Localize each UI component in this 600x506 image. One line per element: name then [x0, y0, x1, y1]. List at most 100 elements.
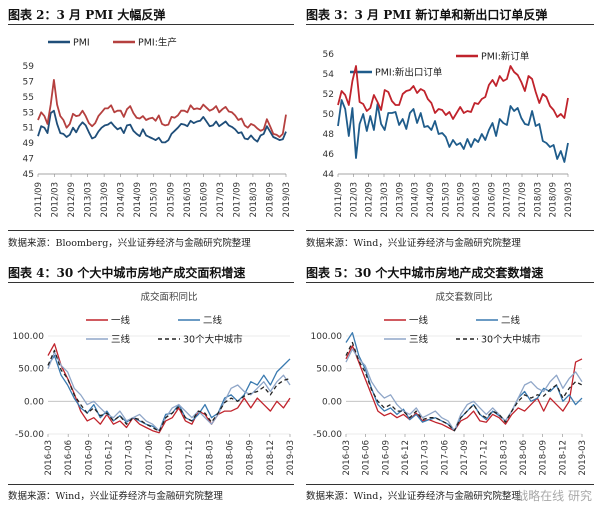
- x-tick-label: 2016/03: [183, 182, 193, 217]
- legend-label: 一线: [111, 315, 131, 327]
- y-tick-label: 46: [323, 150, 335, 160]
- x-tick-label: 2014/03: [117, 182, 127, 217]
- chart-pmi: 45 47 49 51 53 55 57 59 2011/09 2012/03 2012/09 201…: [23, 37, 292, 218]
- x-tick-label: 2016-03: [342, 440, 352, 476]
- x-tick-label: 2017/09: [232, 182, 242, 217]
- y-tick-label: 52: [323, 90, 334, 100]
- x-tick-label: 2013/09: [100, 182, 110, 217]
- y-tick-label: 50: [323, 110, 335, 120]
- x-tick-label: 2015/09: [166, 182, 176, 217]
- chart-source: 数据来源：Wind，兴业证券经济与金融研究院整理: [8, 491, 223, 502]
- panel-units-growth: 图表 5：30 个大中城市房地产成交套数增速 成交套数同比 -50.00 0.00 5…: [306, 262, 594, 506]
- y-tick-label: 44: [323, 170, 335, 180]
- x-tick-label: 2016-12: [105, 440, 115, 476]
- x-tick-label: 2018-09: [539, 440, 549, 476]
- source-rule: [306, 484, 594, 485]
- x-tick-label: 2018-09: [246, 440, 256, 476]
- y-tick-label: 55: [23, 93, 34, 103]
- x-tick-label: 2018-12: [266, 440, 276, 476]
- x-tick-label: 2017-12: [185, 440, 195, 476]
- series-line-1: [345, 332, 583, 432]
- x-tick-label: 2018-06: [519, 440, 529, 476]
- series-line-0: [37, 109, 287, 144]
- x-tick-label: 2011/09: [34, 182, 44, 217]
- chart-title: 图表 5：30 个大中城市房地产成交套数增速: [306, 266, 544, 280]
- x-tick-label: 2014/09: [426, 182, 436, 217]
- y-tick-label: 47: [23, 155, 34, 165]
- x-tick-label: 2019/03: [564, 182, 574, 217]
- y-tick-label: 0.00: [24, 397, 44, 407]
- y-tick-label: -50.00: [313, 430, 342, 440]
- x-tick-label: 2012/03: [51, 182, 61, 217]
- x-tick-label: 2013/03: [380, 182, 390, 217]
- y-tick-label: 51: [23, 124, 34, 134]
- y-tick-label: 54: [323, 70, 335, 80]
- chart-source: 数据来源：Wind，兴业证券经济与金融研究院整理: [306, 238, 521, 249]
- panel-new-orders: 图表 3：3 月 PMI 新订单和新出口订单反弹 44 46 48 50 52 54 56 2…: [306, 4, 594, 250]
- legend-label: 一线: [409, 315, 429, 327]
- legend-label: PMI: [73, 38, 90, 49]
- x-tick-label: 2017-06: [440, 440, 450, 476]
- y-tick-label: 49: [23, 139, 35, 149]
- title-rule: [8, 24, 294, 25]
- source-rule: [8, 484, 294, 485]
- series-line-0: [345, 345, 583, 432]
- x-tick-label: 2015/09: [457, 182, 467, 217]
- x-tick-label: 2016/03: [472, 182, 482, 217]
- series-line-3: [47, 349, 291, 433]
- legend-label: 二线: [203, 315, 223, 327]
- y-tick-label: -50.00: [15, 430, 44, 440]
- x-tick-label: 2018-12: [558, 440, 568, 476]
- y-tick-label: 59: [23, 62, 35, 72]
- legend-label: PMI:生产: [138, 37, 177, 49]
- x-tick-label: 2016-03: [44, 440, 54, 476]
- legend-label: 三线: [409, 334, 429, 346]
- x-tick-label: 2017/03: [503, 182, 513, 217]
- watermark-text: 战略在线 研究: [516, 489, 592, 503]
- series-line-0: [337, 99, 569, 163]
- x-tick-label: 2017/09: [518, 182, 528, 217]
- series-line-0: [47, 343, 291, 434]
- y-tick-label: 48: [323, 130, 335, 140]
- legend-label: 30个大中城市: [183, 334, 243, 346]
- chart-units-growth: 成交套数同比 -50.00 0.00 50.00 100.00 2016-03 2016-0…: [311, 291, 589, 476]
- chart-title: 图表 4：30 个大中城市房地产成交面积增速: [8, 266, 246, 280]
- y-tick-label: 57: [23, 77, 34, 87]
- x-tick-label: 2018/03: [533, 182, 543, 217]
- legend-label: 二线: [501, 315, 521, 327]
- y-tick-label: 50.00: [18, 365, 44, 375]
- x-tick-label: 2017-09: [165, 440, 175, 476]
- chart-subtitle: 成交面积同比: [140, 291, 197, 303]
- x-tick-label: 2016-12: [401, 440, 411, 476]
- x-tick-label: 2019-03: [578, 440, 588, 476]
- chart-title: 图表 3：3 月 PMI 新订单和新出口订单反弹: [306, 8, 548, 22]
- x-tick-label: 2016/09: [199, 182, 209, 217]
- x-tick-label: 2015/03: [150, 182, 160, 217]
- x-tick-label: 2018-06: [226, 440, 236, 476]
- chart-subtitle: 成交套数同比: [435, 291, 492, 303]
- x-tick-label: 2017-03: [125, 440, 135, 476]
- x-tick-label: 2018-03: [205, 440, 215, 476]
- panel-area-growth: 图表 4：30 个大中城市房地产成交面积增速 成交面积同比 -50.00 0.00 5…: [8, 262, 294, 506]
- y-tick-label: 100.00: [311, 332, 343, 342]
- legend-label: 三线: [111, 334, 131, 346]
- x-tick-label: 2016-06: [64, 440, 74, 476]
- x-tick-label: 2017-12: [480, 440, 490, 476]
- x-tick-label: 2015/03: [441, 182, 451, 217]
- x-tick-label: 2016-06: [362, 440, 372, 476]
- series-line-1: [337, 65, 569, 120]
- title-rule: [8, 282, 294, 283]
- x-tick-label: 2017-09: [460, 440, 470, 476]
- x-tick-label: 2017-03: [421, 440, 431, 476]
- legend-label: PMI:新订单: [481, 51, 530, 63]
- x-tick-label: 2013/03: [84, 182, 94, 217]
- series-line-1: [37, 79, 287, 138]
- legend-label: PMI:新出口订单: [375, 67, 443, 79]
- x-tick-label: 2012/03: [349, 182, 359, 217]
- x-tick-label: 2012/09: [365, 182, 375, 217]
- x-tick-label: 2012/09: [67, 182, 77, 217]
- chart-title: 图表 2：3 月 PMI 大幅反弹: [8, 8, 166, 22]
- x-tick-label: 2019-03: [286, 440, 294, 476]
- x-tick-label: 2017/03: [216, 182, 226, 217]
- x-tick-label: 2013/09: [395, 182, 405, 217]
